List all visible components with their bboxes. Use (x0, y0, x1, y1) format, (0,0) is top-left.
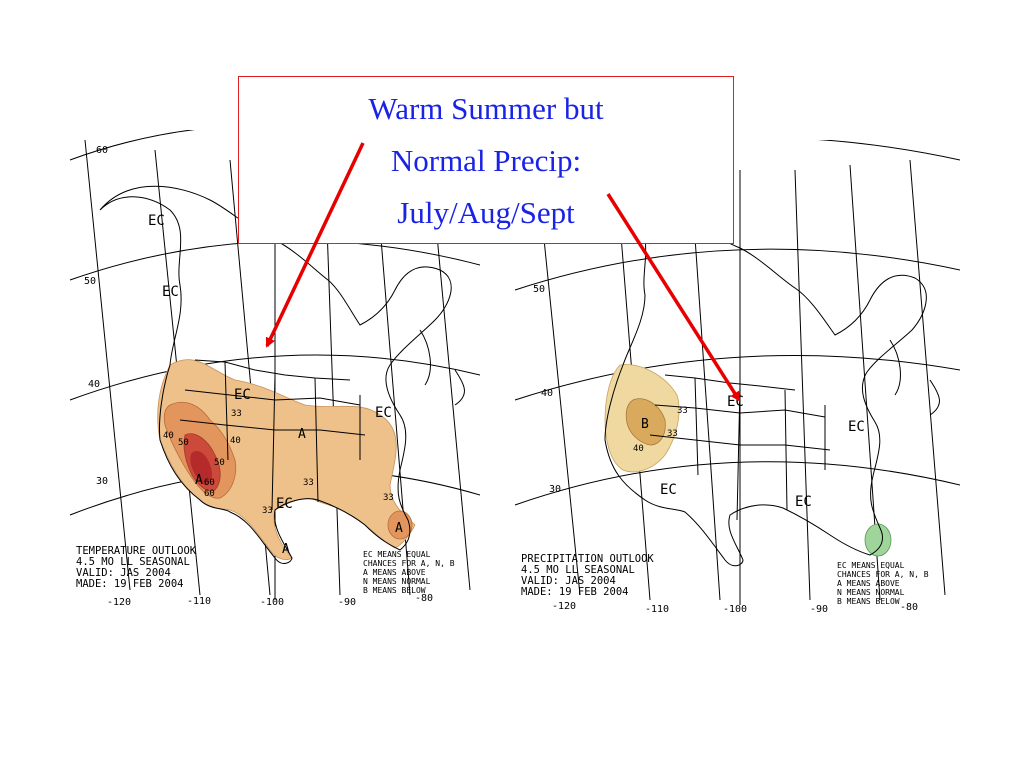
precip-lon-label: -80 (900, 602, 918, 613)
temp-lat-label-50: 50 (84, 276, 96, 287)
precip-title-line: VALID: JAS 2004 (521, 575, 616, 587)
temp-lat-label-40: 40 (88, 379, 100, 390)
precip-region-label: EC (727, 394, 744, 410)
callout-box: Warm Summer but Normal Precip: July/Aug/… (238, 76, 734, 244)
precip-region-label: B (641, 417, 649, 432)
temp-title-line: VALID: JAS 2004 (76, 567, 171, 579)
precip-lat-label-30: 30 (549, 484, 561, 495)
precip-contour-label: 40 (633, 444, 644, 454)
temp-region-label: A (195, 473, 203, 488)
callout-line: July/Aug/Sept (397, 195, 575, 230)
temp-legend-line: B MEANS BELOW (363, 586, 426, 595)
precip-legend-block: EC MEANS EQUAL CHANCES FOR A, N, B A MEA… (837, 561, 929, 606)
precip-title-line: MADE: 19 FEB 2004 (521, 586, 628, 598)
temp-contour-label: 33 (262, 506, 273, 516)
precip-region-label: EC (795, 494, 812, 510)
precip-legend-line: B MEANS BELOW (837, 597, 900, 606)
precip-title-line: 4.5 MO LL SEASONAL (521, 564, 635, 576)
temp-title-line: MADE: 19 FEB 2004 (76, 578, 183, 590)
temp-contour-label: 50 (214, 458, 225, 468)
temp-contour-label: 33 (303, 478, 314, 488)
precip-region-label: EC (848, 419, 865, 435)
precip-lat-label-40: 40 (541, 388, 553, 399)
precip-lon-label: -100 (723, 604, 747, 615)
temp-contour-label: 50 (178, 438, 189, 448)
temp-contour-label: 40 (230, 436, 241, 446)
temperature-map-svg: 60 50 40 30 EC EC EC EC EC A A A A 33 33… (69, 130, 480, 608)
temp-contour-label: 60 (204, 489, 215, 499)
temp-contour-label: 40 (163, 431, 174, 441)
precip-lon-label: -110 (645, 604, 669, 615)
temp-shade-60 (190, 450, 213, 485)
temp-legend-line: A MEANS ABOVE (363, 568, 426, 577)
temp-lon-label: -120 (107, 597, 131, 608)
temperature-title-block: TEMPERATURE OUTLOOK 4.5 MO LL SEASONAL V… (76, 545, 197, 590)
callout-line: Normal Precip: (390, 143, 582, 178)
temp-region-label: A (282, 542, 290, 557)
temp-region-label: EC (162, 284, 179, 300)
temp-lat-label-60: 60 (96, 145, 108, 156)
precip-legend-line: EC MEANS EQUAL (837, 561, 905, 570)
temp-lon-label: -80 (415, 593, 433, 604)
precipitation-outlook-map: 50 40 30 EC EC EC EC EC B 33 40 33 PRECI… (505, 140, 960, 620)
precip-region-label: EC (660, 482, 677, 498)
temp-legend-line: EC MEANS EQUAL (363, 550, 431, 559)
temp-lon-label: -110 (187, 596, 211, 607)
precipitation-map-svg: 50 40 30 EC EC EC EC EC B 33 40 33 PRECI… (514, 140, 960, 615)
precip-shade-40 (625, 398, 666, 446)
temp-region-label: EC (148, 213, 165, 229)
temp-legend-line: N MEANS NORMAL (363, 577, 431, 586)
precip-contour-label: 33 (667, 429, 678, 439)
precip-shaded-regions (604, 364, 892, 557)
precip-lon-label: -90 (810, 604, 828, 615)
precip-legend-line: N MEANS NORMAL (837, 588, 905, 597)
precip-title-block: PRECIPITATION OUTLOOK 4.5 MO LL SEASONAL… (521, 553, 654, 598)
precip-legend-line: CHANCES FOR A, N, B (837, 570, 929, 579)
precip-legend-line: A MEANS ABOVE (837, 579, 900, 588)
precip-shade-florida (864, 523, 892, 557)
temp-region-label: EC (234, 387, 251, 403)
precip-contour-label: 33 (677, 406, 688, 416)
temp-contour-label: 33 (231, 409, 242, 419)
precip-lat-label-50: 50 (533, 284, 545, 295)
precip-title-line: PRECIPITATION OUTLOOK (521, 553, 654, 565)
temp-title-line: 4.5 MO LL SEASONAL (76, 556, 190, 568)
temperature-outlook-map: 60 50 40 30 EC EC EC EC EC A A A A 33 33… (60, 130, 480, 620)
temp-title-line: TEMPERATURE OUTLOOK (76, 545, 197, 557)
temperature-legend-block: EC MEANS EQUAL CHANCES FOR A, N, B A MEA… (363, 550, 455, 595)
temperature-shaded-regions (157, 359, 416, 560)
temp-shade-florida (387, 510, 413, 540)
temp-legend-line: CHANCES FOR A, N, B (363, 559, 455, 568)
temp-region-label: EC (375, 405, 392, 421)
temp-region-label: A (395, 521, 403, 536)
temp-region-label: A (298, 427, 306, 442)
precip-lon-label: -120 (552, 601, 576, 612)
callout-line: Warm Summer but (368, 91, 604, 126)
temperature-boundaries (99, 185, 465, 564)
temp-lon-label: -100 (260, 597, 284, 608)
temp-lat-label-30: 30 (96, 476, 108, 487)
temp-lon-label: -90 (338, 597, 356, 608)
temp-region-label: EC (276, 496, 293, 512)
temp-contour-label: 33 (383, 493, 394, 503)
temp-contour-label: 60 (204, 478, 215, 488)
